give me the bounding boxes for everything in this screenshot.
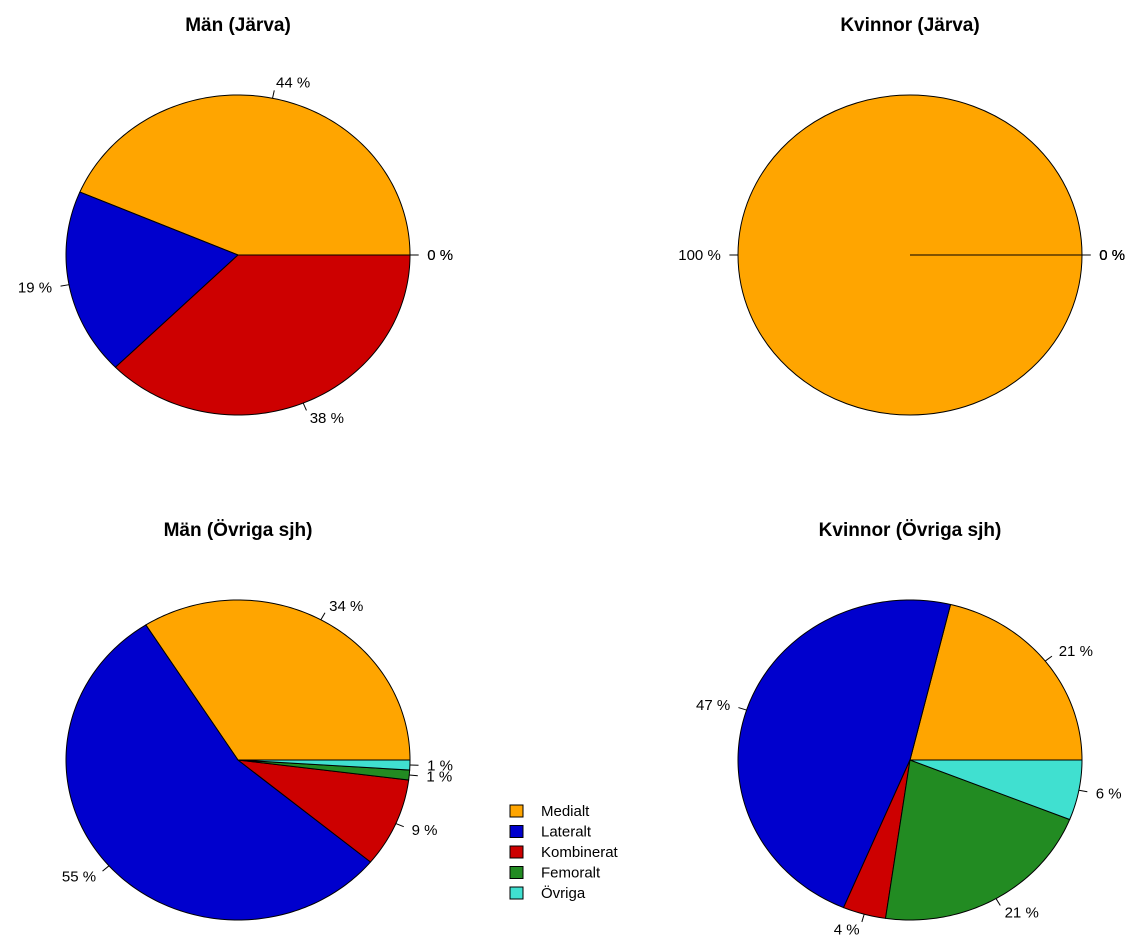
percent-label: 0 % xyxy=(1099,247,1125,264)
legend-label: Medialt xyxy=(541,803,590,820)
chart-title: Kvinnor (Järva) xyxy=(840,15,979,36)
legend-item: Femoralt xyxy=(509,865,601,882)
percent-label: 0 % xyxy=(1099,247,1125,264)
legend-label: Lateralt xyxy=(541,824,592,841)
label-leader xyxy=(395,823,404,828)
percent-label: 47 % xyxy=(696,697,730,714)
label-leader xyxy=(102,865,110,872)
label-leader xyxy=(861,914,865,923)
label-leader xyxy=(302,402,307,411)
legend-label: Kombinerat xyxy=(541,844,619,861)
legend-swatch xyxy=(509,825,524,838)
percent-label: 0 % xyxy=(427,247,453,264)
percent-label: 4 % xyxy=(834,922,860,936)
percent-label: 44 % xyxy=(276,75,310,92)
slice-lateralt xyxy=(65,624,372,921)
label-leader xyxy=(60,284,70,287)
label-leader xyxy=(995,898,1001,906)
legend-swatch xyxy=(509,845,524,859)
percent-label: 1 % xyxy=(427,758,453,775)
slice-medialt xyxy=(145,599,411,761)
percent-label: 21 % xyxy=(1005,904,1039,921)
legend-label: Övriga xyxy=(541,884,586,902)
percent-label: 38 % xyxy=(310,410,344,427)
percent-label: 0 % xyxy=(1099,247,1125,264)
slice-medialt xyxy=(79,94,411,256)
slice-kombinerat xyxy=(114,254,411,416)
slice-kombinerat xyxy=(842,759,911,919)
legend-item: Medialt xyxy=(509,803,590,820)
percent-label: 21 % xyxy=(1059,643,1093,660)
label-leader xyxy=(320,612,326,621)
percent-label: 19 % xyxy=(18,280,52,297)
pie-chart-1: Män (Järva)44 %19 %38 %0 %0 % xyxy=(18,15,453,427)
label-leader xyxy=(409,774,418,777)
legend-label: Femoralt xyxy=(541,865,601,882)
percent-label: 55 % xyxy=(62,868,96,885)
slice-femoralt xyxy=(884,759,1071,921)
pie-chart-3: Män (Övriga sjh) 34 % 55 % 9 % 1 %1 % xyxy=(62,520,453,921)
percent-label: 9 % xyxy=(412,822,438,839)
label-leader xyxy=(738,707,747,711)
percent-label: 0 % xyxy=(427,247,453,264)
label-leader xyxy=(1044,655,1053,662)
label-leader xyxy=(1078,789,1088,793)
legend-item: Övriga xyxy=(509,884,586,902)
chart-title: Män (Övriga sjh) xyxy=(164,520,313,541)
percent-label: 0 % xyxy=(1099,247,1125,264)
percent-label: 1 % xyxy=(426,769,452,786)
legend-swatch xyxy=(509,886,524,900)
pie-chart-2: Kvinnor (Järva)100 % 0 %0 %0 %0 % xyxy=(678,15,1125,416)
legend: Medialt Lateralt Kombinerat Femoralt Övriga xyxy=(509,803,619,902)
label-leader xyxy=(272,90,275,99)
slice-kombinerat xyxy=(236,759,410,863)
chart-title: Män (Järva) xyxy=(185,15,291,36)
legend-swatch xyxy=(509,804,524,818)
legend-item: Lateralt xyxy=(509,824,592,841)
slice-medialt xyxy=(909,603,1083,761)
legend-swatch xyxy=(509,866,524,879)
chart-title: Kvinnor (Övriga sjh) xyxy=(819,520,1002,541)
percent-label: 34 % xyxy=(329,598,363,615)
legend-item: Kombinerat xyxy=(509,844,619,861)
pie-chart-4: Kvinnor (Övriga sjh) 21 % 47 % 4 % 21 % 6 % xyxy=(696,520,1122,936)
percent-label: 100 % xyxy=(678,247,721,264)
percent-label: 6 % xyxy=(1096,785,1122,802)
